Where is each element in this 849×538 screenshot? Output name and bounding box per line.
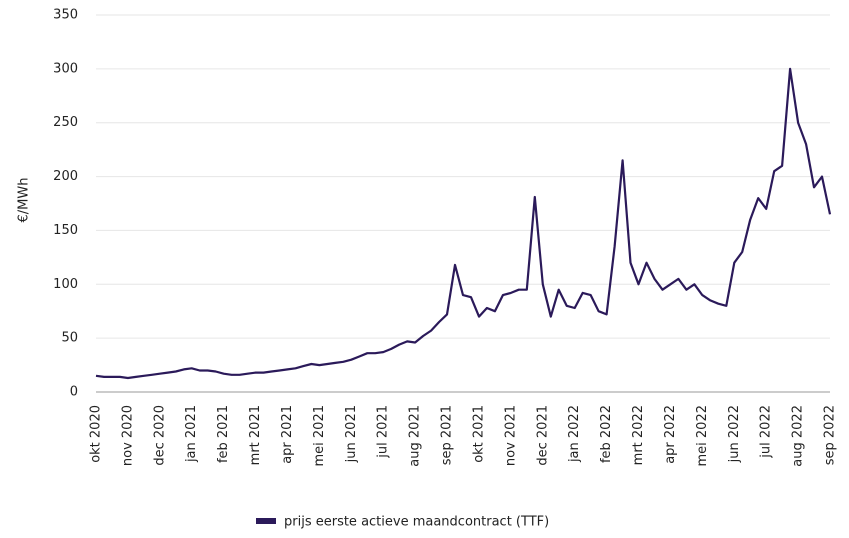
legend-label: prijs eerste actieve maandcontract (TTF) [284, 515, 549, 530]
y-tick-label: 350 [53, 8, 78, 23]
x-tick-label: okt 2020 [89, 405, 104, 463]
x-tick-label: jul 2021 [376, 405, 391, 459]
y-tick-label: 250 [53, 115, 78, 130]
x-tick-label: mei 2021 [312, 405, 327, 467]
x-tick-label: mrt 2022 [631, 405, 646, 465]
y-tick-label: 300 [53, 61, 78, 76]
legend-swatch [256, 518, 276, 524]
x-tick-label: jun 2021 [344, 405, 359, 463]
x-tick-label: mei 2022 [695, 405, 710, 467]
x-tick-label: apr 2022 [663, 405, 678, 464]
series-line [95, 67, 832, 380]
x-tick-label: dec 2020 [152, 405, 167, 466]
x-tick-label: dec 2021 [535, 405, 550, 466]
y-tick-label: 0 [70, 385, 78, 400]
x-tick-label: jan 2021 [184, 405, 199, 463]
x-tick-label: apr 2021 [280, 405, 295, 464]
x-tick-label: feb 2022 [599, 405, 614, 463]
x-tick-label: feb 2021 [216, 405, 231, 463]
x-tick-label: sep 2022 [823, 405, 838, 465]
x-tick-label: nov 2020 [120, 405, 135, 466]
x-tick-label: jul 2022 [759, 405, 774, 459]
x-tick-label: okt 2021 [471, 405, 486, 463]
x-tick-label: jun 2022 [727, 405, 742, 463]
x-tick-label: jan 2022 [567, 405, 582, 463]
x-tick-label: nov 2021 [503, 405, 518, 466]
y-tick-label: 200 [53, 169, 78, 184]
x-tick-label: mrt 2021 [248, 405, 263, 465]
y-tick-label: 50 [61, 331, 78, 346]
y-tick-label: 100 [53, 277, 78, 292]
x-tick-label: sep 2021 [440, 405, 455, 465]
x-tick-label: aug 2022 [791, 405, 806, 467]
y-tick-label: 150 [53, 223, 78, 238]
x-tick-label: aug 2021 [408, 405, 423, 467]
y-axis-label: €/MWh [17, 178, 32, 223]
